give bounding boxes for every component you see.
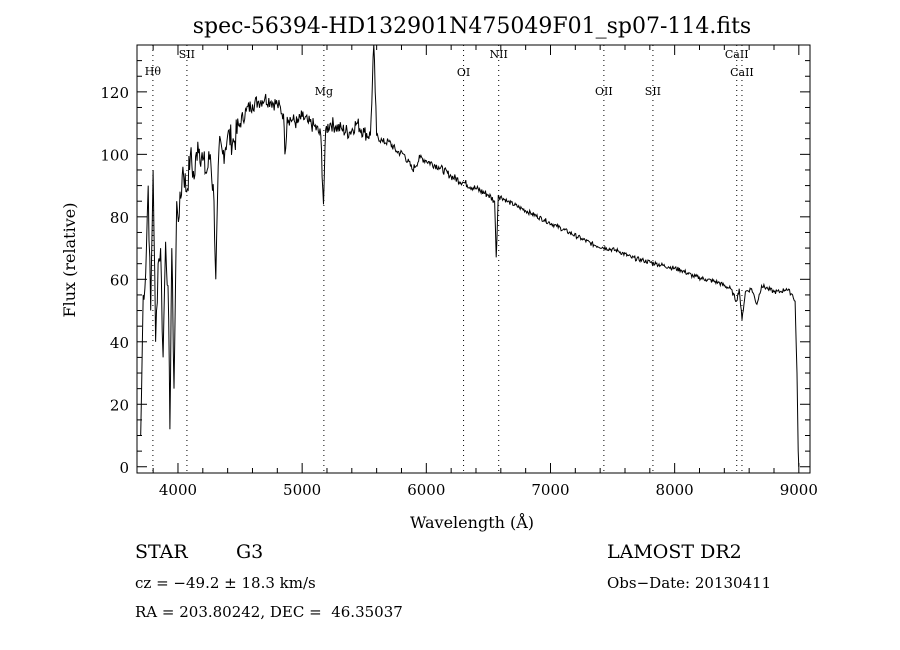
- x-tick-label: 5000: [283, 481, 321, 499]
- x-tick-label: 7000: [531, 481, 569, 499]
- y-tick-label: 120: [100, 84, 129, 102]
- line-marker-label: SII: [179, 48, 195, 61]
- x-tick-label: 4000: [159, 481, 197, 499]
- line-marker-label: NII: [490, 48, 508, 61]
- line-marker-label: CaII: [730, 66, 754, 79]
- redshift-text: cz = −49.2 ± 18.3 km/s: [135, 574, 316, 592]
- object-class: STAR: [135, 541, 188, 563]
- x-tick-label: 9000: [780, 481, 818, 499]
- x-axis-label: Wavelength (Å): [410, 512, 534, 532]
- obs-date-text: Obs−Date: 20130411: [607, 574, 772, 592]
- y-tick-label: 20: [110, 396, 129, 414]
- y-tick-label: 80: [110, 209, 129, 227]
- object-subclass: G3: [236, 541, 264, 563]
- x-tick-label: 6000: [407, 481, 445, 499]
- plot-frame: [136, 44, 811, 474]
- y-tick-label: 40: [110, 334, 129, 352]
- line-marker-label: OII: [595, 85, 613, 98]
- line-marker-label: SII: [645, 85, 661, 98]
- chart-title: spec-56394-HD132901N475049F01_sp07-114.f…: [193, 14, 751, 39]
- line-marker-label: Hθ: [145, 65, 162, 78]
- y-tick-label: 0: [119, 459, 129, 477]
- x-tick-label: 8000: [656, 481, 694, 499]
- spectrum-line: [140, 44, 800, 467]
- coordinates-text: RA = 203.80242, DEC = 46.35037: [135, 603, 403, 621]
- line-marker-label: CaII: [725, 48, 749, 61]
- line-marker-label: Mg: [315, 85, 333, 98]
- y-axis-label: Flux (relative): [60, 203, 79, 318]
- y-tick-label: 100: [100, 146, 129, 164]
- y-tick-label: 60: [110, 271, 129, 289]
- survey-name: LAMOST DR2: [607, 541, 742, 563]
- line-marker-label: OI: [457, 66, 470, 79]
